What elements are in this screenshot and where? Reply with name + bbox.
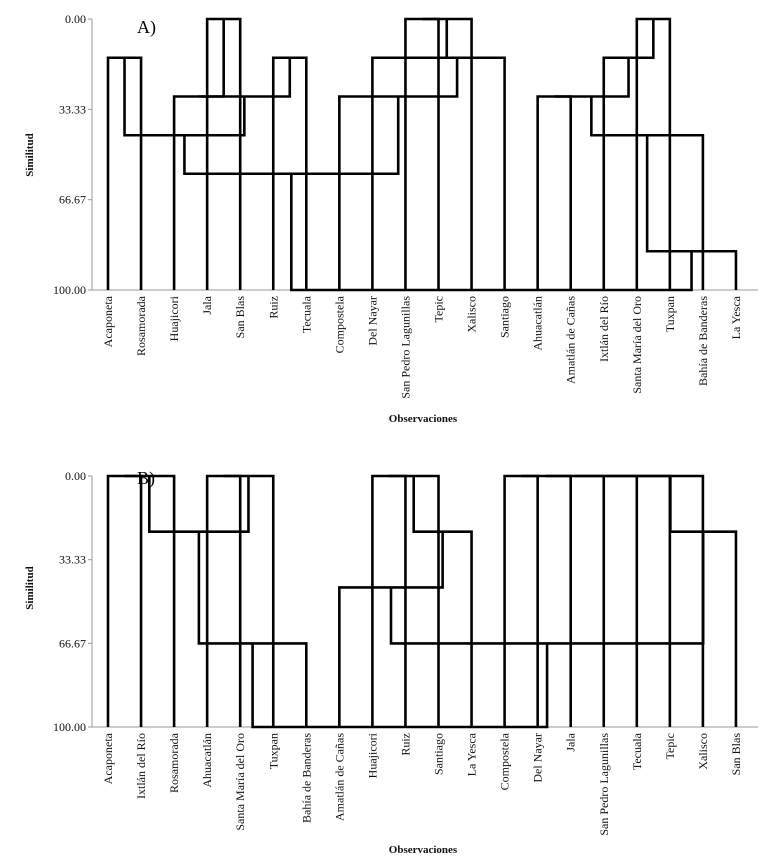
dendrogram-branch (574, 474, 639, 727)
leaf-label: Rosamorada (167, 732, 181, 793)
dendrogram-branch (371, 474, 407, 727)
dendrogram-branch (635, 17, 672, 290)
leaf-label: Ixtlán del Río (597, 296, 611, 362)
y-tick-label: 0.00 (65, 12, 86, 26)
dendrogram-branch (554, 57, 630, 98)
dendrogram-branch (412, 476, 473, 727)
leaf-label: Ahuacatlán (531, 296, 545, 351)
leaf-label: Compostela (498, 732, 512, 790)
leaf-label: Jala (200, 295, 214, 314)
y-axis-label-a: Similitud (24, 133, 36, 176)
leaf-label: Tuxpan (266, 733, 280, 769)
leaf-label: Jala (564, 732, 578, 751)
dendrogram-branch (124, 474, 176, 727)
leaf-label: Santiago (498, 296, 512, 338)
panel-b-label: B) (137, 468, 155, 489)
leaf-label: Del Nayar (531, 733, 545, 783)
leaf-label: Acaponeta (101, 295, 115, 347)
dendrogram-branch (290, 173, 693, 292)
panel-a-label: A) (137, 17, 156, 38)
leaf-label: Ahuacatlán (200, 733, 214, 788)
leaf-label: Huajicori (365, 732, 379, 778)
leaf-label: La Yesca (729, 295, 743, 339)
leaf-label: Acaponeta (101, 732, 115, 784)
leaf-label: Tepic (432, 296, 446, 322)
leaf-label: Tecuala (630, 732, 644, 770)
leaf-label: Del Nayar (365, 296, 379, 346)
dendrogram-branch (205, 474, 242, 727)
leaf-label: Bahía de Banderas (299, 733, 313, 823)
leaf-label: Santiago (432, 733, 446, 775)
dendrogram-branch (503, 474, 539, 727)
panel-a: 0.00 33.33 66.67 100.00 Acaponeta Rosamorada… (24, 12, 758, 425)
panel-b: 0.00 33.33 66.67 100.00 Acaponeta Ixtlán del… (24, 468, 758, 856)
leaf-label: Amatlán de Cañas (564, 296, 578, 384)
y-tick-label: 100.00 (53, 283, 86, 297)
dendrogram-branch (536, 95, 572, 290)
dendrogram-branch (251, 643, 549, 729)
y-tick-label: 66.67 (59, 636, 86, 650)
leaf-label: Tecuala (299, 295, 313, 333)
y-tick-label: 33.33 (59, 553, 86, 567)
x-axis-label-a: Observaciones (389, 413, 458, 425)
leaf-label: Amatlán de Cañas (332, 733, 346, 821)
leaf-label: Ixtlán del Río (134, 733, 148, 799)
leaf-label: San Pedro Lagunillas (597, 733, 611, 836)
leaf-label: San Pedro Lagunillas (398, 296, 412, 399)
leaf-label: Xalisco (465, 296, 479, 333)
y-tick-label: 33.33 (59, 102, 86, 116)
leaf-label: San Blas (233, 296, 247, 339)
dendrogram-branch (198, 57, 292, 98)
leaf-label: Ruiz (266, 296, 280, 319)
dendrogram-branch (148, 476, 250, 534)
leaf-label: Compostela (332, 295, 346, 353)
dendrogram-branch (409, 56, 506, 290)
leaf-label: La Yesca (465, 732, 479, 776)
leaf-label: Huajicori (167, 295, 181, 341)
y-tick-label: 0.00 (65, 469, 86, 483)
leaf-label: Santa María del Oro (233, 733, 247, 831)
dendrogram-branch (371, 19, 449, 290)
leaf-label: Tepic (663, 733, 677, 759)
y-axis-label-b: Similitud (24, 566, 36, 609)
dendrogram-branch (172, 19, 225, 290)
leaf-label: Bahía de Banderas (696, 296, 710, 386)
y-tick-label: 100.00 (53, 720, 86, 734)
leaf-label: Ruiz (398, 733, 412, 756)
leaf-label: Rosamorada (134, 295, 148, 356)
leaf-label: Xalisco (696, 733, 710, 770)
dendrogram-branch (106, 474, 143, 727)
leaf-label: Tuxpan (663, 296, 677, 332)
dendrogram-branch (545, 474, 606, 727)
leaf-label: San Blas (729, 733, 743, 776)
x-axis-label-b: Observaciones (389, 844, 458, 856)
dendrogram-branch (421, 17, 473, 290)
dendrogram-branch (404, 17, 440, 290)
y-tick-label: 66.67 (59, 193, 86, 207)
leaf-label: Santa María del Oro (630, 296, 644, 394)
